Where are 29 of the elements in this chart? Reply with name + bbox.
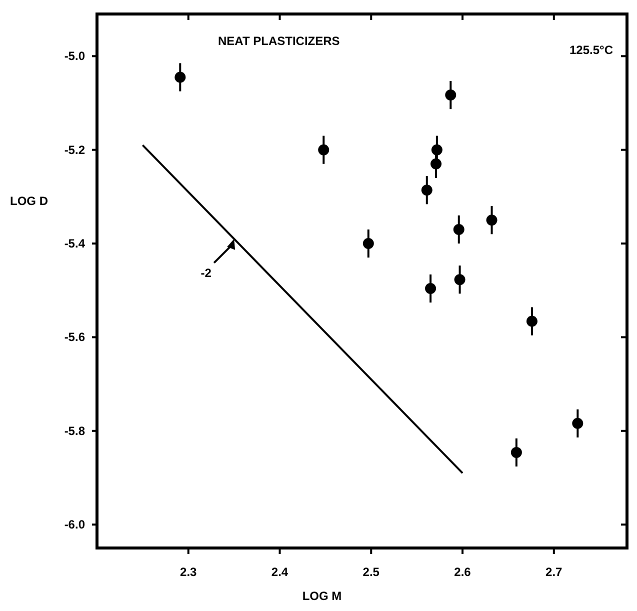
point — [445, 90, 456, 101]
y-axis-title: LOG D — [10, 194, 48, 208]
x-tick-label: 2.7 — [546, 565, 563, 579]
point — [454, 274, 466, 286]
point — [421, 184, 432, 196]
point — [318, 144, 330, 156]
point — [430, 158, 442, 170]
y-tick-label: -6.0 — [64, 518, 86, 532]
y-tick-label: -5.8 — [64, 424, 86, 438]
y-tick-label: -5.4 — [64, 236, 86, 251]
x-tick-label: 2.3 — [180, 565, 198, 579]
annotation: -2 — [200, 266, 212, 280]
point — [572, 418, 584, 429]
y-tick-label: -5.0 — [64, 49, 86, 64]
x-axis-title: LOG M — [302, 589, 342, 603]
x-tick-label: 2.4 — [271, 565, 288, 579]
point — [174, 72, 186, 83]
y-tick-label: -5.6 — [64, 330, 86, 344]
point — [526, 316, 538, 327]
text: NEAT PLASTICIZERS — [218, 34, 340, 48]
annotation: 125.5°C — [570, 43, 614, 57]
point — [510, 446, 522, 458]
y-tick-label: -5.2 — [64, 142, 86, 157]
x-tick-label: 2.5 — [362, 565, 380, 579]
point — [453, 224, 464, 235]
point — [362, 238, 374, 250]
point — [486, 214, 498, 226]
point — [425, 282, 436, 294]
x-tick-label: 2.6 — [454, 565, 472, 579]
